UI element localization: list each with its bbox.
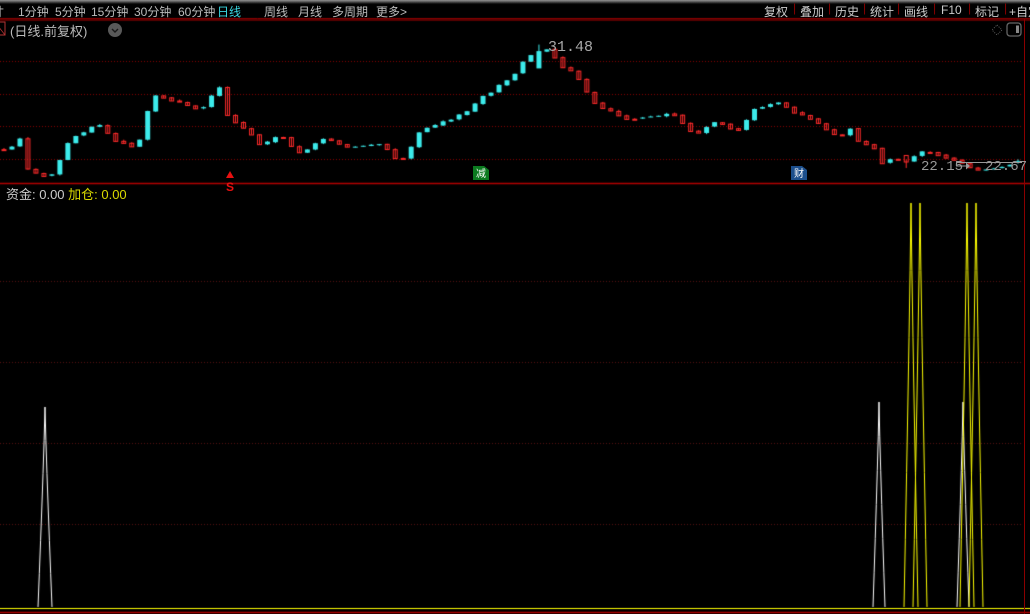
svg-text:减: 减: [476, 168, 486, 180]
svg-text:财: 财: [794, 167, 804, 180]
